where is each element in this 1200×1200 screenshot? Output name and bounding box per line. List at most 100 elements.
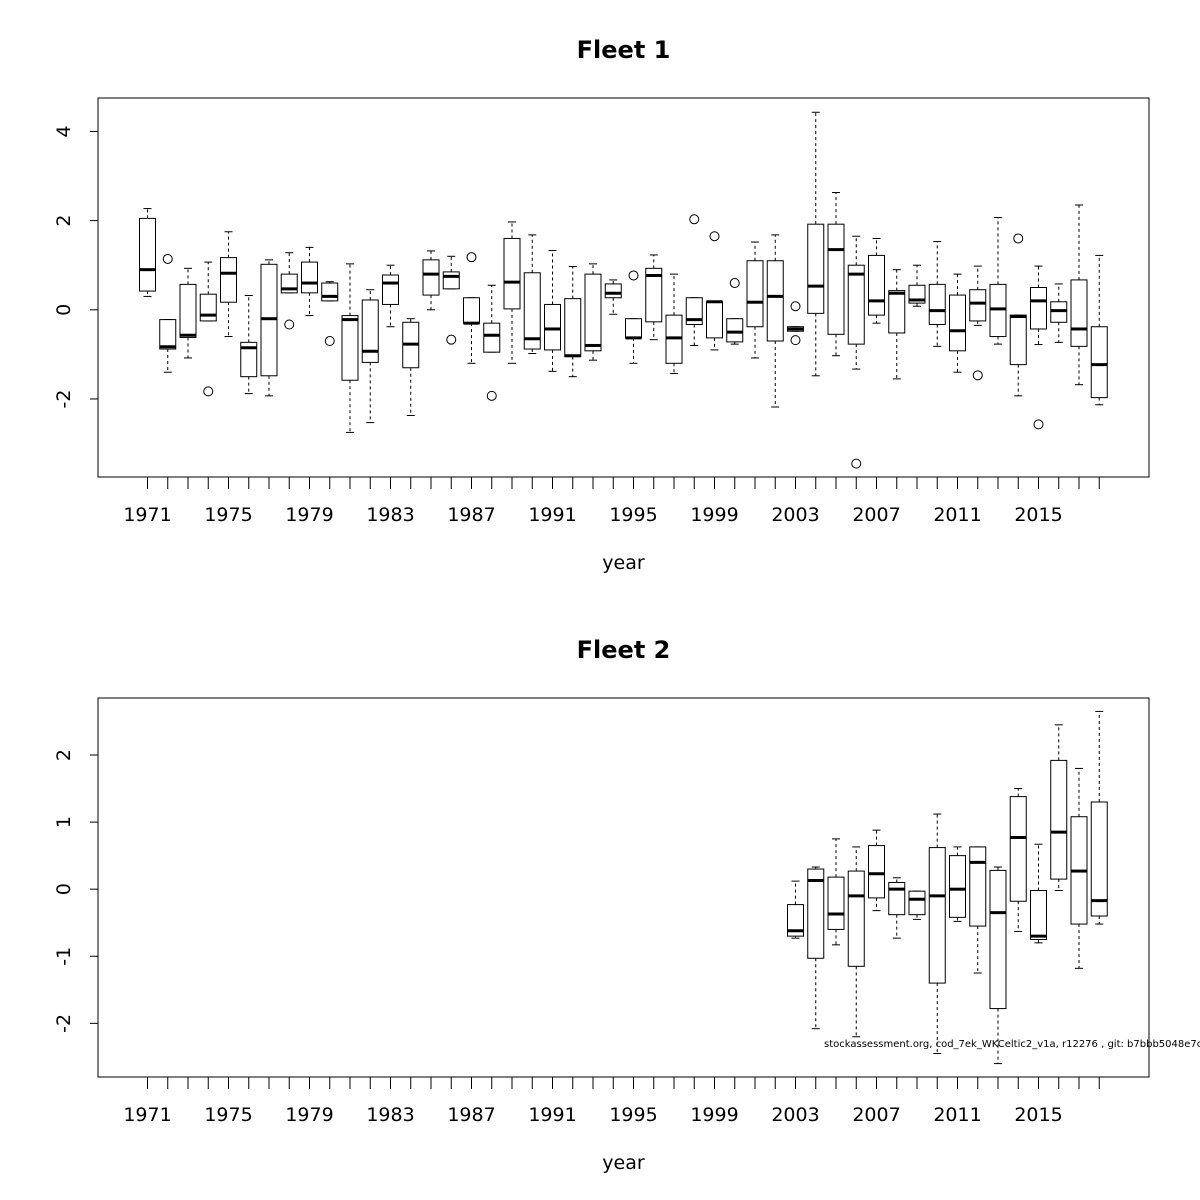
- box-2001: [746, 241, 764, 359]
- box-1978: [280, 252, 298, 330]
- box-2009: [908, 264, 926, 307]
- box-2014: [1009, 788, 1027, 932]
- box-2011: [949, 273, 966, 373]
- box-body: [1030, 890, 1047, 940]
- x-tick-label: 1983: [366, 504, 414, 526]
- box-2017: [1070, 204, 1088, 386]
- outlier-point: [284, 319, 295, 330]
- box-body: [604, 283, 622, 299]
- outlier-point: [628, 270, 639, 281]
- box-1986: [442, 255, 460, 345]
- box-1983: [382, 264, 399, 328]
- box-body: [969, 846, 987, 927]
- box-1994: [604, 279, 622, 315]
- box-body: [868, 845, 885, 899]
- box-2016: [1050, 283, 1068, 343]
- box-body: [442, 271, 460, 290]
- box-body: [726, 318, 744, 343]
- x-axis-label: year: [602, 1152, 645, 1174]
- box-1987: [463, 252, 480, 364]
- box-1992: [564, 266, 582, 378]
- outlier-point: [203, 386, 214, 397]
- box-2010: [928, 241, 946, 347]
- y-tick-label: -2: [53, 389, 75, 408]
- box-2017: [1070, 767, 1088, 969]
- box-body: [766, 260, 784, 342]
- box-body: [382, 274, 399, 305]
- box-body: [928, 283, 946, 326]
- outlier-point: [709, 231, 720, 242]
- chart-title: Fleet 2: [577, 636, 671, 664]
- outlier-point: [162, 253, 173, 264]
- outlier-point: [851, 458, 862, 469]
- x-tick-label: 2015: [1014, 504, 1062, 526]
- box-2005: [827, 838, 845, 946]
- box-body: [199, 293, 217, 322]
- box-1997: [665, 273, 683, 375]
- box-body: [827, 876, 845, 930]
- box-2008: [888, 269, 906, 380]
- x-tick-label: 1975: [204, 1104, 252, 1126]
- box-body: [301, 261, 318, 294]
- y-tick-label: 2: [53, 749, 75, 761]
- box-2008: [888, 877, 906, 939]
- box-body: [706, 301, 723, 339]
- box-body: [463, 297, 480, 324]
- box-1975: [220, 231, 237, 338]
- box-1993: [584, 263, 602, 361]
- box-body: [159, 319, 177, 350]
- x-tick-label: 1995: [609, 504, 657, 526]
- y-tick-label: -2: [53, 1014, 75, 1033]
- box-body: [807, 868, 825, 959]
- box-body: [544, 303, 561, 351]
- box-body: [685, 297, 703, 326]
- box-body: [908, 890, 926, 916]
- x-tick-label: 2011: [933, 1104, 981, 1126]
- box-1980: [321, 281, 339, 347]
- outlier-point: [689, 214, 700, 225]
- box-body: [847, 264, 865, 345]
- box-body: [989, 869, 1007, 1010]
- x-tick-label: 1983: [366, 1104, 414, 1126]
- box-2004: [807, 866, 825, 1030]
- box-body: [787, 904, 804, 937]
- box-body: [847, 870, 865, 967]
- box-body: [868, 254, 885, 316]
- box-1972: [159, 253, 177, 373]
- box-1990: [523, 234, 541, 354]
- x-tick-label: 1971: [123, 1104, 171, 1126]
- box-body: [949, 294, 966, 352]
- x-tick-label: 1987: [447, 504, 495, 526]
- x-tick-label: 1999: [690, 1104, 738, 1126]
- box-2009: [908, 890, 926, 920]
- box-body: [341, 315, 359, 381]
- box-1985: [422, 250, 440, 311]
- box-2012: [969, 265, 987, 381]
- box-body: [422, 259, 440, 296]
- box-1984: [402, 318, 420, 416]
- chart-title: Fleet 1: [577, 36, 671, 64]
- box-body: [969, 289, 987, 322]
- box-body: [989, 283, 1007, 338]
- fleet2-panel: Fleet 2 -2 -1 0 1 2 1971 1975 1979 1983 1987 1991 19…: [53, 636, 1150, 1174]
- outlier-point: [790, 301, 801, 312]
- outlier-point: [729, 278, 740, 289]
- box-1989: [503, 221, 521, 364]
- outlier-point: [446, 334, 457, 345]
- box-2003: [787, 880, 804, 939]
- x-tick-label: 1991: [528, 1104, 576, 1126]
- box-1973: [179, 267, 197, 359]
- box-2015: [1030, 843, 1047, 944]
- box-body: [1090, 801, 1108, 917]
- box-body: [1030, 287, 1047, 330]
- box-1998: [685, 214, 703, 346]
- box-2018: [1090, 254, 1108, 406]
- box-2013: [989, 216, 1007, 345]
- x-tick-label: 2015: [1014, 1104, 1062, 1126]
- outlier-point: [324, 336, 335, 347]
- box-1977: [260, 259, 278, 397]
- y-tick-label: 1: [53, 816, 75, 828]
- box-1995: [625, 270, 642, 364]
- x-tick-label: 2003: [771, 1104, 819, 1126]
